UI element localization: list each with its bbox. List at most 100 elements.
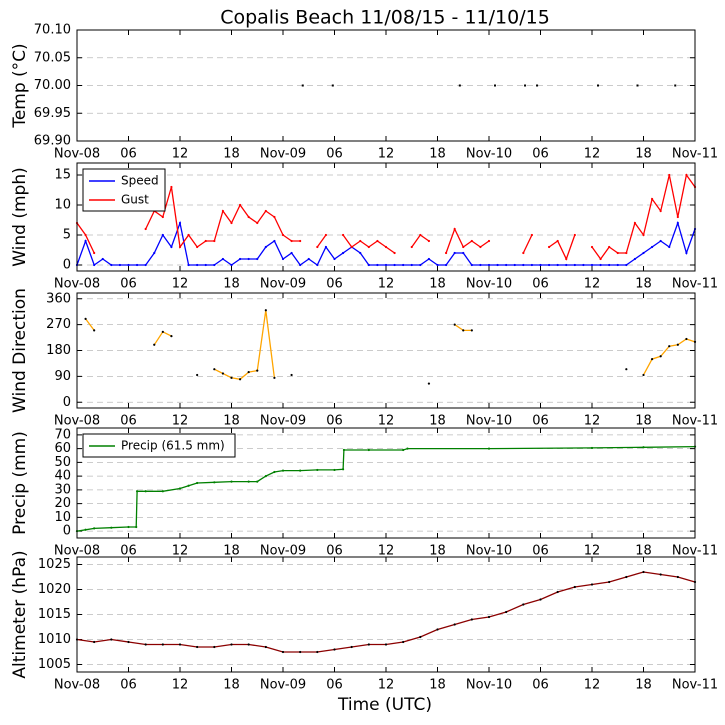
chart-title: Copalis Beach 11/08/15 - 11/10/15: [220, 7, 550, 29]
x-tick-label: 06: [532, 544, 549, 559]
x-tick-label: 18: [223, 147, 240, 162]
point: [84, 233, 87, 237]
point: [590, 583, 594, 586]
x-tick-label: 12: [172, 678, 189, 693]
point: [196, 481, 199, 485]
point: [676, 221, 679, 225]
point: [178, 487, 182, 490]
point: [659, 239, 662, 243]
point: [367, 448, 370, 452]
point: [84, 317, 87, 320]
x-tick-label: Nov-09: [260, 544, 306, 559]
y-axis-label: Altimeter (hPa): [10, 550, 30, 678]
point: [341, 251, 345, 255]
x-tick-label: 06: [120, 147, 137, 162]
y-tick-label: 90: [54, 369, 71, 384]
point: [458, 84, 461, 87]
x-axis-label: Time (UTC): [337, 695, 432, 715]
point: [290, 239, 293, 243]
point: [402, 448, 405, 452]
point: [462, 329, 465, 332]
point: [419, 263, 422, 267]
x-tick-label: 06: [532, 678, 549, 693]
point: [110, 526, 113, 529]
x-tick-label: Nov-10: [466, 544, 512, 559]
x-tick-label: 18: [223, 414, 240, 429]
y-tick-label: 1010: [38, 632, 71, 647]
point: [419, 635, 422, 639]
point: [333, 468, 336, 472]
point: [556, 590, 559, 594]
y-tick-label: 180: [46, 343, 71, 358]
point: [608, 263, 611, 267]
y-tick-label: 30: [54, 482, 71, 497]
point: [350, 645, 353, 649]
point: [247, 370, 250, 374]
point: [101, 257, 104, 261]
point: [479, 245, 482, 249]
point: [496, 263, 499, 267]
point: [536, 84, 539, 87]
x-tick-label: Nov-11: [672, 147, 718, 162]
point: [204, 239, 207, 243]
x-tick-label: Nov-10: [466, 414, 512, 429]
point: [642, 373, 645, 377]
point: [153, 251, 156, 255]
point: [342, 448, 346, 452]
point: [453, 227, 456, 231]
point: [685, 337, 688, 341]
point: [505, 610, 508, 614]
point: [470, 239, 473, 243]
point: [341, 468, 345, 471]
x-tick-label: Nov-08: [54, 414, 100, 429]
point: [608, 580, 611, 584]
point: [299, 263, 302, 267]
point: [264, 475, 267, 478]
point: [462, 245, 465, 249]
point: [247, 480, 250, 483]
x-tick-label: 06: [326, 147, 343, 162]
point: [367, 245, 370, 249]
point: [93, 640, 96, 644]
y-tick-label: 70.00: [34, 78, 71, 93]
point: [659, 209, 662, 213]
x-tick-label: 12: [172, 544, 189, 559]
series-line: [76, 220, 696, 267]
point: [324, 245, 328, 249]
point: [539, 598, 542, 601]
x-tick-label: Nov-11: [672, 277, 718, 292]
x-tick-label: 06: [120, 678, 137, 693]
x-tick-label: 18: [429, 544, 446, 559]
y-tick-label: 1005: [38, 657, 71, 672]
point: [301, 84, 304, 87]
point: [597, 84, 600, 87]
point: [668, 345, 671, 348]
x-tick-label: 12: [378, 544, 395, 559]
x-tick-label: 12: [584, 414, 601, 429]
point: [470, 263, 473, 267]
y-tick-label: 10: [54, 198, 71, 213]
y-tick-label: 360: [46, 291, 71, 306]
y-tick-label: 15: [54, 168, 71, 183]
point: [221, 209, 225, 213]
point: [636, 84, 639, 87]
point: [676, 215, 679, 219]
point: [341, 233, 345, 237]
point: [384, 643, 388, 646]
point: [93, 251, 96, 255]
point: [659, 573, 662, 576]
point: [213, 481, 216, 484]
x-tick-label: 18: [429, 277, 446, 292]
x-tick-label: 06: [326, 277, 343, 292]
point: [281, 257, 285, 261]
point: [187, 233, 190, 237]
y-tick-label: 0: [63, 524, 71, 539]
point: [187, 484, 190, 487]
point: [238, 378, 242, 381]
point: [427, 382, 431, 385]
point: [230, 376, 233, 379]
point: [633, 257, 637, 261]
point: [524, 84, 527, 87]
point: [479, 263, 482, 267]
point: [135, 263, 139, 267]
